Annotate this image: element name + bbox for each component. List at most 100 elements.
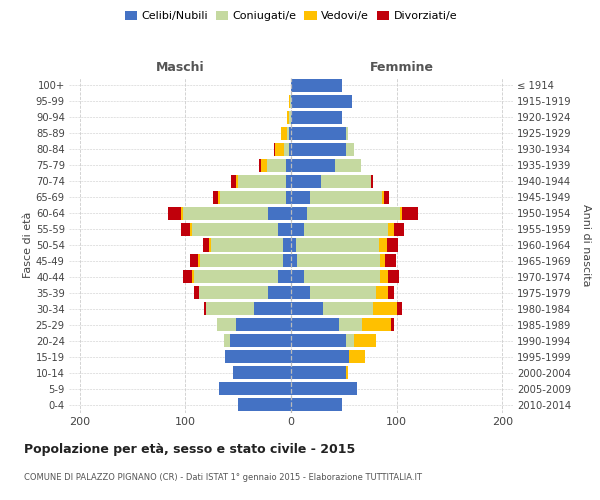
Bar: [388, 222, 394, 235]
Bar: [291, 318, 338, 332]
Bar: [203, 238, 209, 252]
Bar: [362, 318, 391, 332]
Bar: [379, 238, 387, 252]
Bar: [206, 302, 254, 316]
Bar: [191, 270, 194, 283]
Bar: [376, 286, 388, 300]
Bar: [181, 206, 183, 220]
Bar: [190, 222, 191, 235]
Bar: [230, 334, 291, 347]
Bar: [291, 111, 342, 124]
Bar: [275, 142, 284, 156]
Bar: [238, 398, 291, 411]
Bar: [304, 222, 388, 235]
Bar: [335, 158, 361, 172]
Bar: [338, 318, 362, 332]
Bar: [286, 190, 291, 203]
Bar: [231, 174, 236, 188]
Bar: [238, 174, 286, 188]
Bar: [307, 206, 400, 220]
Bar: [346, 334, 355, 347]
Bar: [291, 286, 310, 300]
Bar: [382, 190, 384, 203]
Bar: [259, 158, 262, 172]
Bar: [268, 206, 291, 220]
Bar: [304, 270, 380, 283]
Bar: [355, 334, 376, 347]
Bar: [402, 206, 418, 220]
Bar: [384, 190, 389, 203]
Bar: [388, 270, 399, 283]
Bar: [296, 238, 379, 252]
Bar: [291, 334, 346, 347]
Y-axis label: Anni di nascita: Anni di nascita: [581, 204, 591, 286]
Bar: [289, 111, 291, 124]
Bar: [278, 270, 291, 283]
Bar: [289, 127, 291, 140]
Bar: [181, 222, 190, 235]
Bar: [217, 318, 236, 332]
Bar: [190, 254, 198, 268]
Bar: [291, 238, 296, 252]
Bar: [183, 270, 191, 283]
Bar: [291, 302, 323, 316]
Bar: [211, 238, 283, 252]
Bar: [236, 318, 291, 332]
Bar: [387, 238, 398, 252]
Bar: [283, 238, 291, 252]
Bar: [320, 174, 371, 188]
Bar: [346, 366, 348, 379]
Bar: [291, 382, 356, 395]
Bar: [287, 127, 289, 140]
Bar: [310, 286, 376, 300]
Bar: [205, 302, 206, 316]
Bar: [200, 254, 283, 268]
Bar: [281, 127, 287, 140]
Bar: [254, 302, 291, 316]
Bar: [291, 79, 342, 92]
Bar: [373, 302, 397, 316]
Bar: [291, 174, 320, 188]
Bar: [291, 398, 342, 411]
Bar: [218, 190, 220, 203]
Bar: [226, 350, 291, 363]
Bar: [194, 286, 199, 300]
Text: COMUNE DI PALAZZO PIGNANO (CR) - Dati ISTAT 1° gennaio 2015 - Elaborazione TUTTI: COMUNE DI PALAZZO PIGNANO (CR) - Dati IS…: [24, 472, 422, 482]
Text: Femmine: Femmine: [370, 62, 434, 74]
Bar: [291, 222, 304, 235]
Bar: [236, 174, 238, 188]
Bar: [323, 302, 373, 316]
Bar: [371, 174, 373, 188]
Bar: [291, 142, 346, 156]
Bar: [286, 158, 291, 172]
Bar: [278, 222, 291, 235]
Bar: [346, 142, 355, 156]
Bar: [191, 222, 278, 235]
Bar: [290, 95, 291, 108]
Bar: [310, 190, 382, 203]
Y-axis label: Fasce di età: Fasce di età: [23, 212, 33, 278]
Bar: [286, 174, 291, 188]
Text: Popolazione per età, sesso e stato civile - 2015: Popolazione per età, sesso e stato civil…: [24, 442, 355, 456]
Bar: [298, 254, 380, 268]
Bar: [289, 142, 291, 156]
Bar: [287, 111, 289, 124]
Bar: [388, 286, 394, 300]
Bar: [291, 350, 349, 363]
Bar: [291, 270, 304, 283]
Bar: [268, 286, 291, 300]
Bar: [394, 222, 404, 235]
Bar: [349, 350, 365, 363]
Bar: [291, 158, 335, 172]
Bar: [397, 302, 402, 316]
Bar: [291, 127, 346, 140]
Bar: [266, 158, 286, 172]
Bar: [233, 366, 291, 379]
Bar: [219, 382, 291, 395]
Bar: [183, 206, 268, 220]
Bar: [291, 366, 346, 379]
Bar: [199, 286, 268, 300]
Legend: Celibi/Nubili, Coniugati/e, Vedovi/e, Divorziati/e: Celibi/Nubili, Coniugati/e, Vedovi/e, Di…: [121, 6, 461, 26]
Bar: [385, 254, 395, 268]
Bar: [220, 190, 286, 203]
